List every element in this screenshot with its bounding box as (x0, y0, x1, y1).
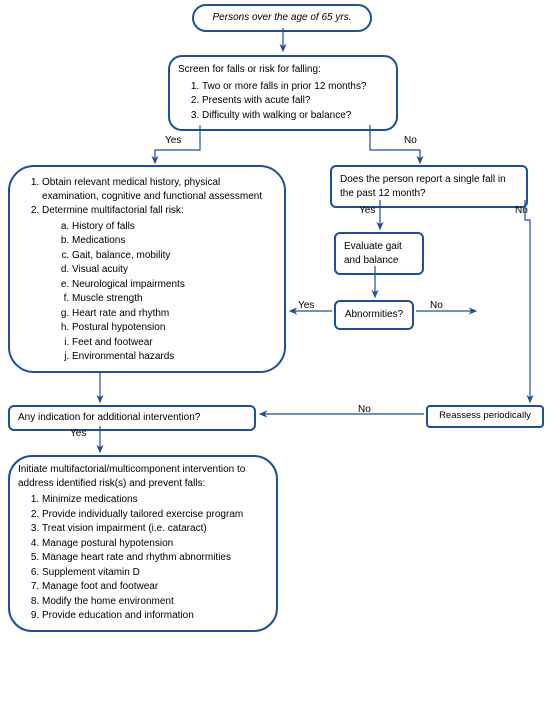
node-additional: Any indication for additional interventi… (8, 405, 256, 431)
label-yes3: Yes (298, 300, 314, 311)
label-yes: Yes (165, 135, 181, 146)
intervene-heading: Initiate multifactorial/multicomponent i… (18, 463, 268, 490)
assess-item2-text: Determine multifactorial fall risk: (42, 205, 184, 216)
intervene-list: Minimize medications Provide individuall… (18, 493, 268, 623)
assess-sub: Gait, balance, mobility (72, 249, 276, 263)
assess-sub: Environmental hazards (72, 350, 276, 364)
title-text: Persons over the age of 65 yrs. (213, 12, 352, 23)
node-title: Persons over the age of 65 yrs. (192, 4, 372, 32)
label-no: No (404, 135, 417, 146)
node-reassess: Reassess periodically (426, 405, 544, 428)
node-abnorm: Abnormities? (334, 300, 414, 330)
assess-sub: History of falls (72, 220, 276, 234)
node-intervene: Initiate multifactorial/multicomponent i… (8, 455, 278, 632)
assess-sub: Feet and footwear (72, 336, 276, 350)
intervene-item: Manage postural hypotension (42, 537, 268, 551)
node-screen: Screen for falls or risk for falling: Tw… (168, 55, 398, 131)
intervene-item: Modify the home environment (42, 595, 268, 609)
intervene-item: Minimize medications (42, 493, 268, 507)
node-evaluate: Evaluate gait and balance (334, 232, 424, 275)
intervene-item: Treat vision impairment (i.e. cataract) (42, 522, 268, 536)
assess-sublist: History of falls Medications Gait, balan… (42, 220, 276, 364)
assess-list: Obtain relevant medical history, physica… (18, 176, 276, 364)
screen-item: Two or more falls in prior 12 months? (202, 80, 388, 94)
intervene-item: Supplement vitamin D (42, 566, 268, 580)
intervene-item: Provide individually tailored exercise p… (42, 508, 268, 522)
singlefall-text: Does the person report a single fall in … (340, 174, 506, 199)
label-yes4: Yes (70, 428, 86, 439)
assess-sub: Muscle strength (72, 292, 276, 306)
assess-sub: Heart rate and rhythm (72, 307, 276, 321)
label-yes2: Yes (359, 205, 375, 216)
assess-sub: Medications (72, 234, 276, 248)
label-no2: No (515, 205, 528, 216)
label-no4: No (358, 404, 371, 415)
reassess-text: Reassess periodically (439, 410, 531, 421)
screen-heading: Screen for falls or risk for falling: (178, 63, 388, 77)
additional-text: Any indication for additional interventi… (18, 412, 200, 423)
intervene-item: Provide education and information (42, 609, 268, 623)
screen-list: Two or more falls in prior 12 months? Pr… (178, 80, 388, 123)
assess-item2: Determine multifactorial fall risk: Hist… (42, 204, 276, 364)
label-no3: No (430, 300, 443, 311)
assess-sub: Neurological impairments (72, 278, 276, 292)
node-singlefall: Does the person report a single fall in … (330, 165, 528, 208)
assess-sub: Postural hypotension (72, 321, 276, 335)
evaluate-text: Evaluate gait and balance (344, 241, 402, 266)
assess-item1: Obtain relevant medical history, physica… (42, 176, 276, 203)
abnorm-text: Abnormities? (345, 309, 403, 320)
screen-item: Difficulty with walking or balance? (202, 109, 388, 123)
node-assess: Obtain relevant medical history, physica… (8, 165, 286, 373)
intervene-item: Manage heart rate and rhythm abnormities (42, 551, 268, 565)
assess-sub: Visual acuity (72, 263, 276, 277)
screen-item: Presents with acute fall? (202, 94, 388, 108)
intervene-item: Manage foot and footwear (42, 580, 268, 594)
